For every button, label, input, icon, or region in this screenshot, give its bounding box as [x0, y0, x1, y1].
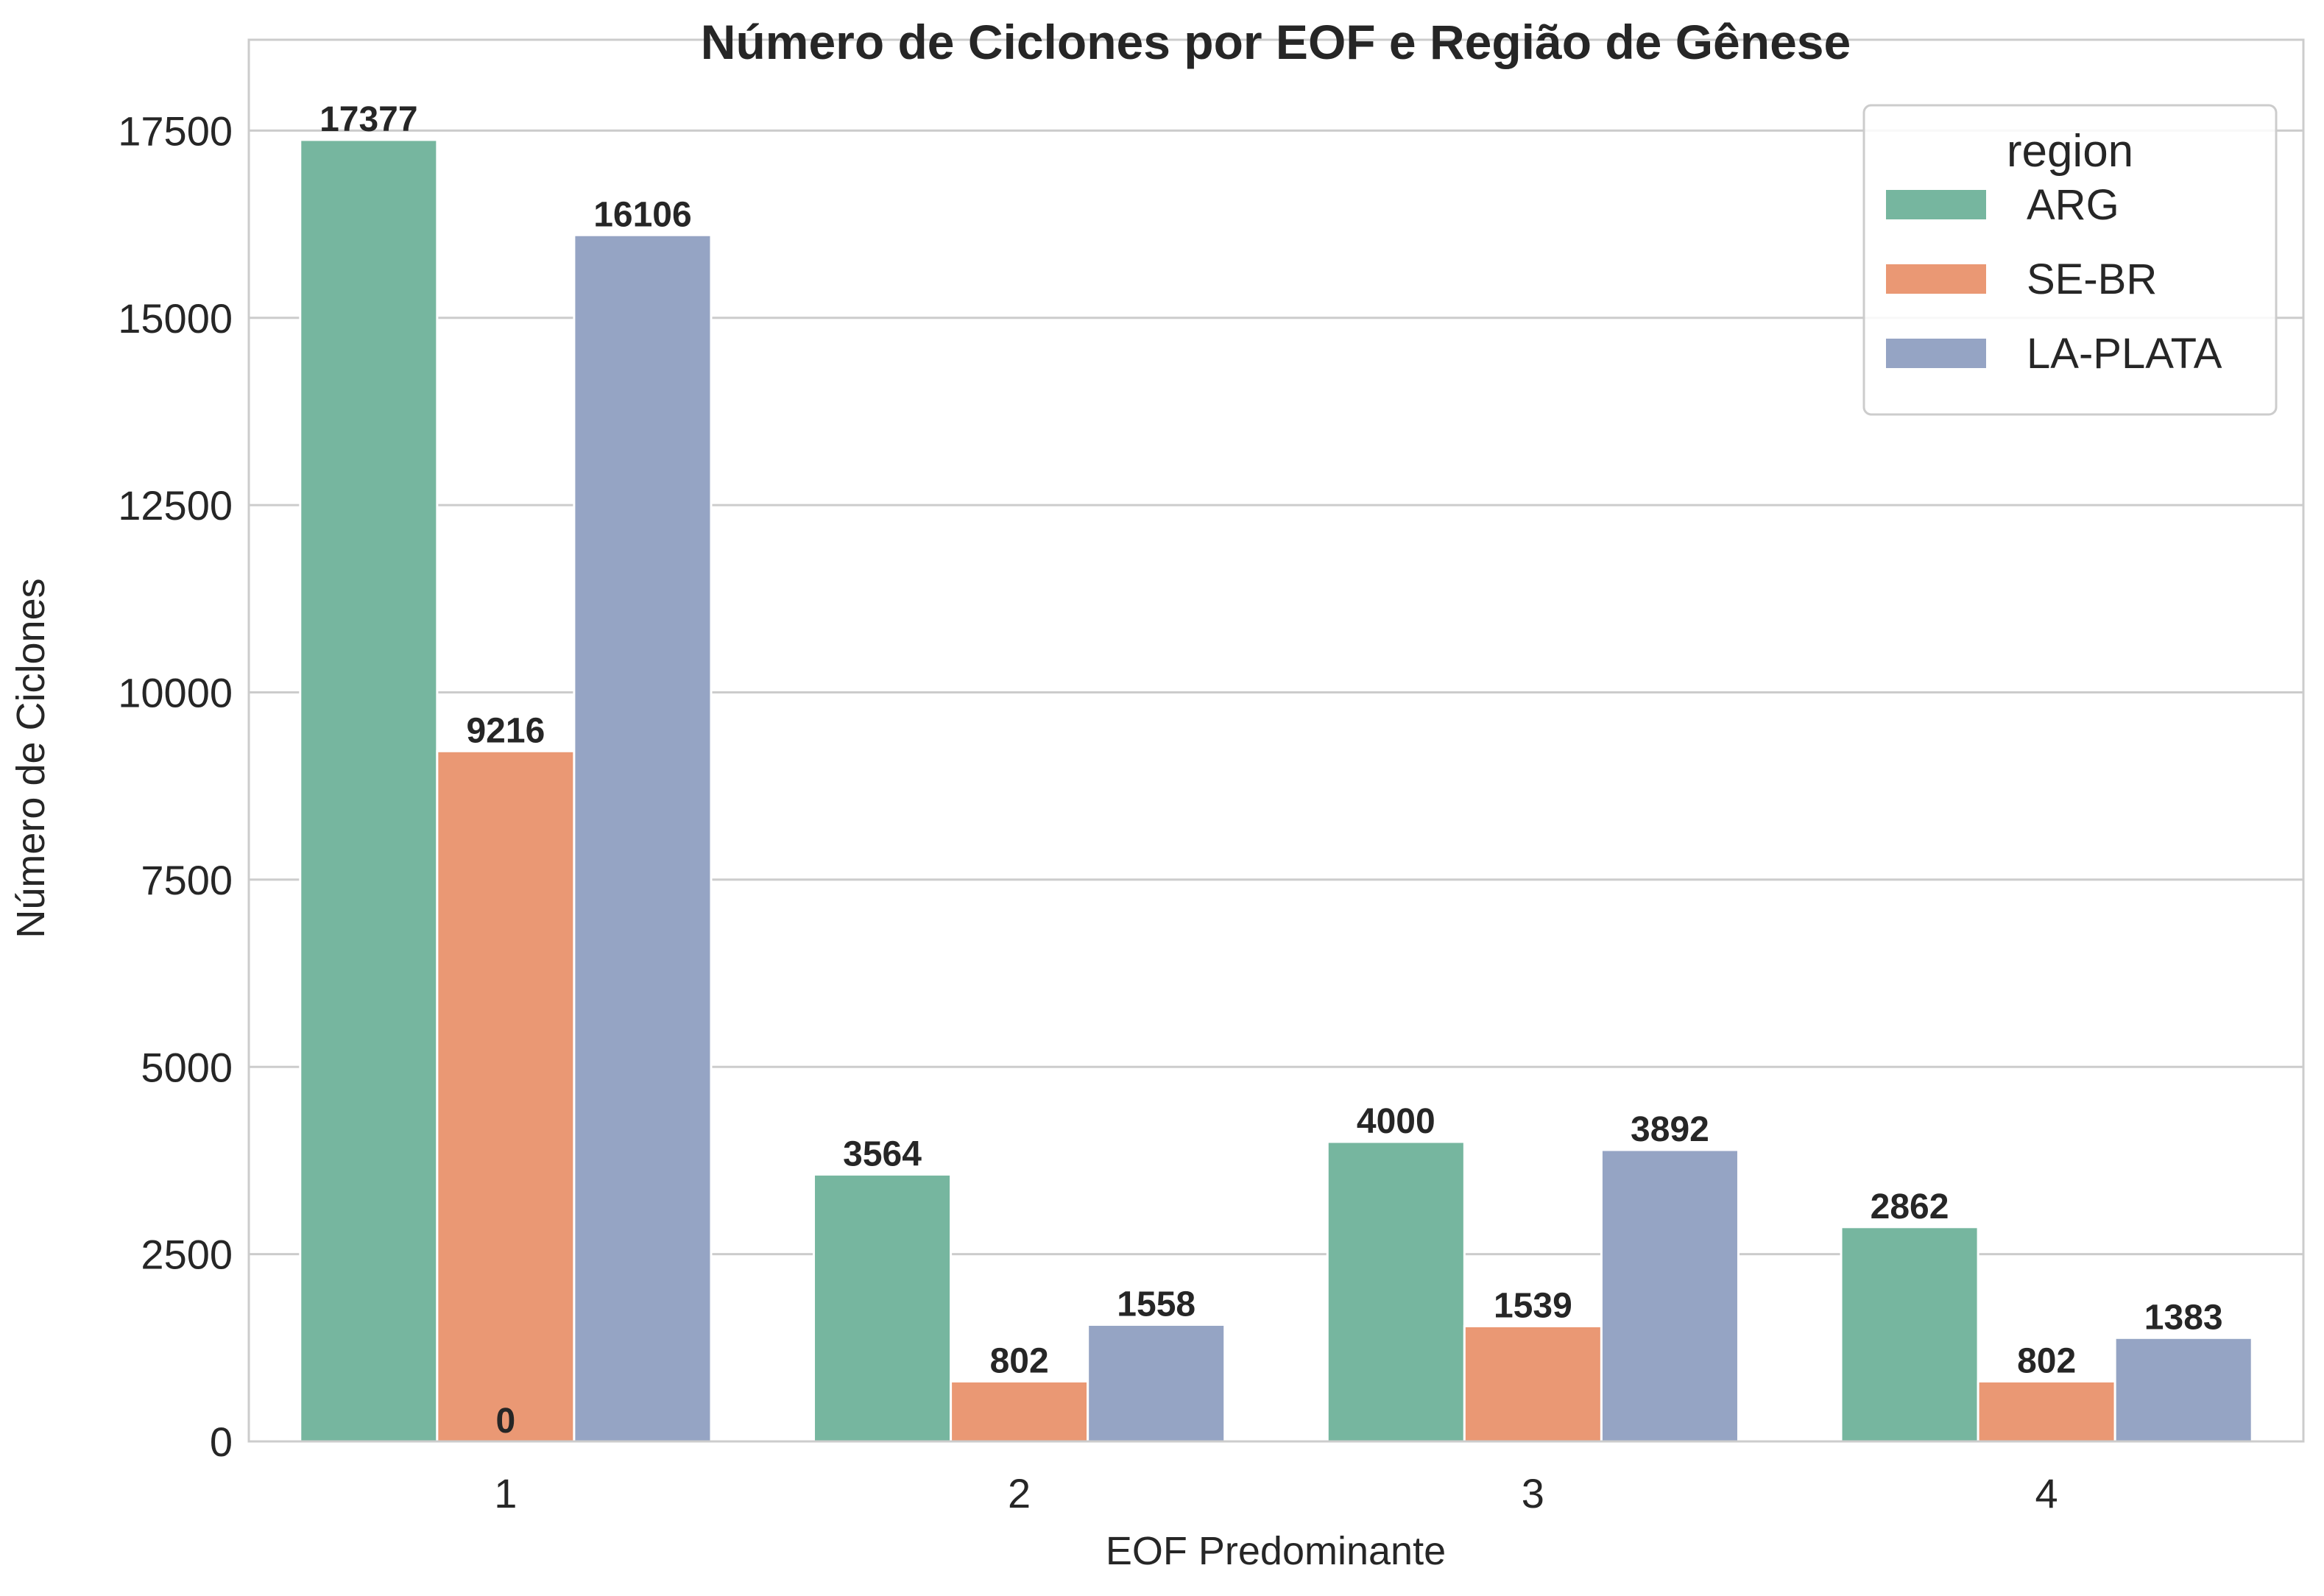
x-tick-label: 3	[1522, 1470, 1544, 1516]
y-tick-label: 15000	[118, 295, 233, 342]
bar-la-plata-4	[2113, 1336, 2253, 1443]
data-label: 9216	[466, 711, 545, 750]
legend-box	[1862, 104, 2278, 416]
legend-items: ARG SE-BR LA-PLATA	[1886, 181, 2222, 378]
x-tick-label: 4	[2035, 1470, 2058, 1516]
legend-title: region	[2007, 126, 2133, 177]
bar-la-plata-2	[1087, 1323, 1226, 1443]
bar-se-br-1	[436, 749, 576, 1443]
data-label: 16106	[593, 195, 691, 234]
bar-arg-3	[1326, 1140, 1466, 1443]
y-tick-label: 17500	[118, 107, 233, 154]
legend-swatch	[1886, 190, 1986, 219]
legend-swatch	[1886, 339, 1986, 368]
bar-arg-2	[813, 1173, 953, 1443]
data-label: 3564	[843, 1134, 922, 1173]
legend-swatch	[1886, 264, 1986, 294]
data-label: 2862	[1871, 1187, 1949, 1226]
bar-arg-1	[299, 138, 439, 1443]
x-tick-labels: 1 2 3 4	[494, 1470, 2058, 1516]
y-tick-labels: 0 2500 5000 7500 10000 12500 15000 17500	[118, 107, 233, 1465]
legend-entry: LA-PLATA	[2027, 330, 2222, 378]
plot-frame	[247, 38, 2305, 1443]
bar-se-br-2	[950, 1380, 1089, 1443]
data-label: 1558	[1117, 1285, 1195, 1324]
bars	[299, 138, 2253, 1443]
legend: region ARG SE-BR LA-PLATA	[1862, 104, 2278, 416]
y-tick-label: 7500	[141, 857, 233, 903]
bar-se-br-4	[1977, 1380, 2116, 1443]
data-label: 4000	[1357, 1102, 1435, 1141]
y-tick-label: 12500	[118, 482, 233, 529]
y-tick-label: 2500	[141, 1232, 233, 1278]
chart-title: Número de Ciclones por EOF e Região de G…	[701, 15, 1851, 69]
data-label: 17377	[319, 100, 417, 139]
x-tick-label: 2	[1008, 1470, 1031, 1516]
x-tick-label: 1	[494, 1470, 517, 1516]
y-tick-label: 0	[210, 1419, 233, 1465]
legend-entry: ARG	[2027, 181, 2119, 229]
bar-arg-4	[1840, 1226, 1979, 1443]
data-label: 1383	[2144, 1298, 2223, 1337]
y-tick-label: 10000	[118, 670, 233, 716]
legend-entry: SE-BR	[2027, 255, 2157, 303]
y-axis-label: Número de Ciclones	[9, 578, 53, 938]
data-label: 3892	[1631, 1110, 1709, 1149]
data-label: 802	[990, 1341, 1049, 1380]
x-axis-label: EOF Predominante	[1106, 1529, 1446, 1573]
extra-data-label: 0	[496, 1402, 516, 1441]
y-tick-label: 5000	[141, 1044, 233, 1090]
data-labels: 17377 3564 4000 2862 9216 802 1539 802 16106 1558…	[319, 100, 2223, 1441]
bar-se-br-3	[1463, 1324, 1603, 1443]
data-label: 802	[2017, 1341, 2076, 1380]
bar-la-plata-1	[573, 233, 713, 1443]
data-label: 1539	[1494, 1286, 1572, 1325]
bar-la-plata-3	[1600, 1148, 1740, 1443]
